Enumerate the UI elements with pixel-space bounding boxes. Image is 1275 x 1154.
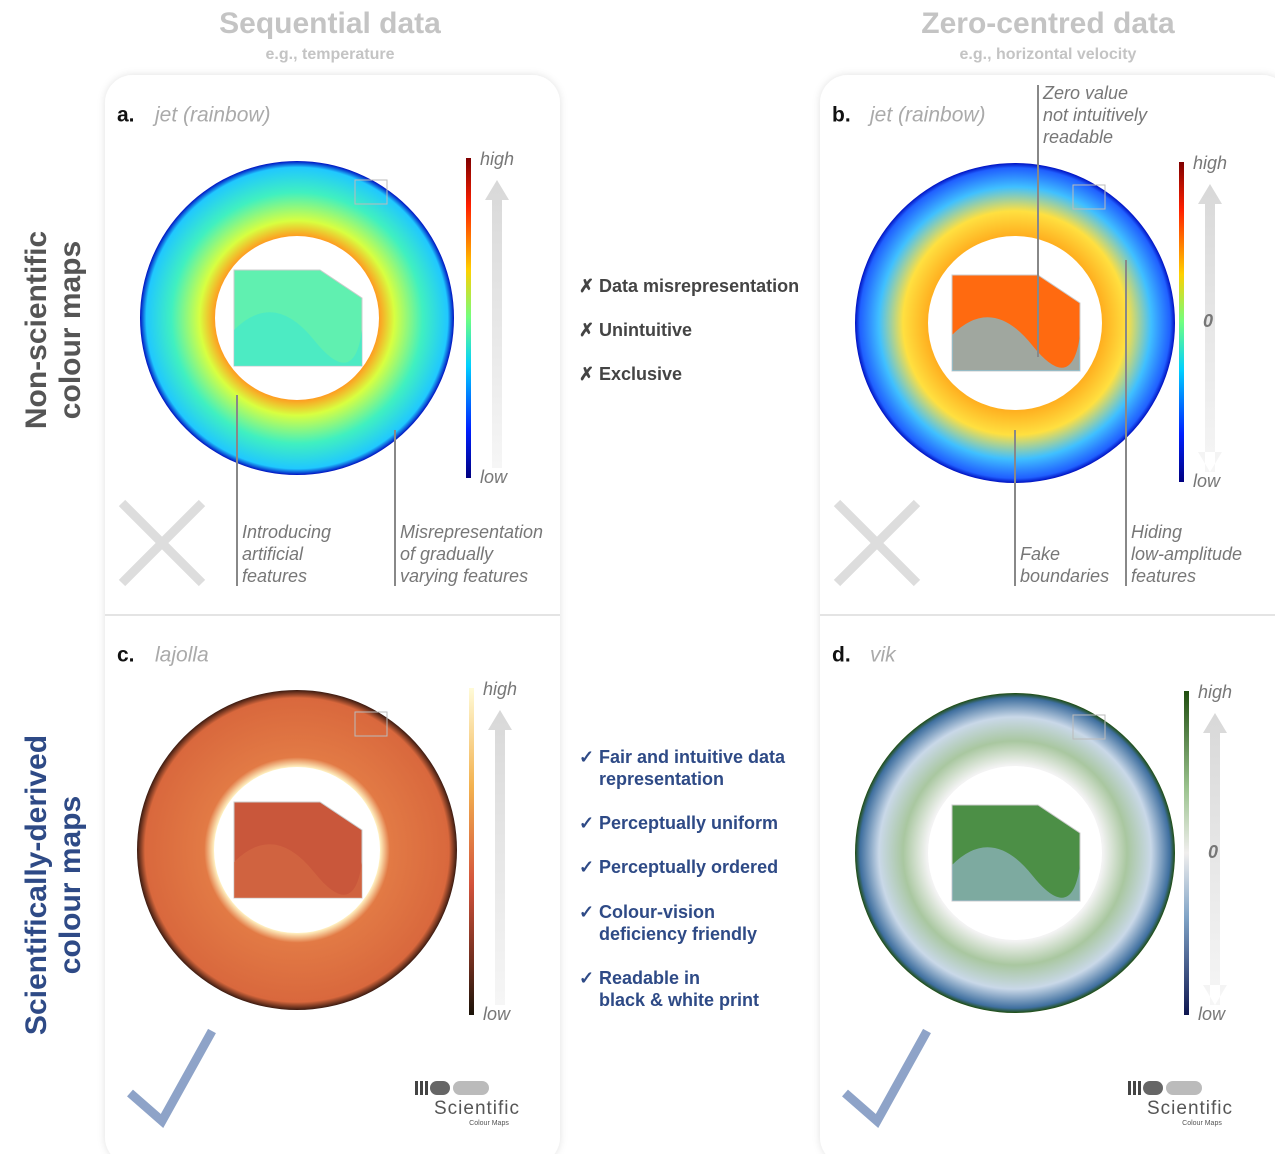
colour-bar-arrow [485,180,509,468]
logo-mark [415,1081,418,1095]
colour-bar-zero: 0 [1203,311,1213,331]
logo-mark [453,1081,489,1095]
colour-bar-high: high [1193,153,1227,173]
logo-title: Scientific [434,1098,520,1119]
colour-bar-arrow [1203,713,1227,1005]
list-marker: ✓ [579,902,594,922]
column-title: Zero-centred data [921,7,1175,40]
annotation: Zero value [1042,83,1128,103]
colour-bar [469,688,474,1015]
list-marker: ✓ [579,857,594,877]
row-label: colour maps [54,796,87,974]
ring [855,693,1175,1013]
colour-map-name: lajolla [155,644,209,667]
inset-detail [234,312,362,366]
row-label: Scientifically-derived [20,735,53,1035]
inset-detail [234,844,362,898]
colour-bar-high: high [1198,682,1232,702]
colour-map-name: jet (rainbow) [867,104,986,127]
logo-title: Scientific [1147,1098,1233,1119]
cross [118,499,206,587]
zoom-box [1072,714,1106,740]
logo-mark [1166,1081,1202,1095]
annotation: readable [1043,127,1113,147]
check [842,1028,931,1129]
logo-mark [1128,1081,1131,1095]
annotation: boundaries [1020,566,1109,586]
list-item: deficiency friendly [599,924,757,944]
column-subtitle: e.g., horizontal velocity [960,46,1137,63]
ring [137,690,457,1010]
ring [855,163,1175,483]
list-item: Colour-vision [599,902,715,922]
colour-map-name: jet (rainbow) [152,104,271,127]
colour-bar-low: low [483,1004,511,1024]
list-item: representation [599,769,724,789]
list-item: Fair and intuitive data [599,747,786,767]
annotation: features [242,566,307,586]
list-item: Exclusive [599,364,682,384]
zoom-box [354,711,388,737]
colour-bar-low: low [1193,471,1221,491]
colour-bar [466,158,471,478]
annotation: not intuitively [1043,105,1148,125]
zoom-box [1072,184,1106,210]
annotation: Fake [1020,544,1060,564]
zoom-box [354,179,388,205]
colour-bar-arrow [488,710,512,1005]
list-marker: ✓ [579,968,594,988]
list-item: Readable in [599,968,700,988]
annotation: of gradually [400,544,494,564]
logo-mark [1138,1081,1141,1095]
list-item: Data misrepresentation [599,276,799,296]
cross [833,499,921,587]
colour-bar [1184,691,1189,1015]
list-marker: ✗ [579,364,594,384]
logo-mark [420,1081,423,1095]
list-item: Unintuitive [599,320,692,340]
list-marker: ✗ [579,320,594,340]
logo-mark [1133,1081,1136,1095]
panel-letter: c. [117,644,135,667]
logo-subtitle: Colour Maps [1182,1120,1222,1127]
logo-mark [425,1081,428,1095]
logo-mark [1143,1081,1163,1095]
inset-detail [952,317,1080,371]
annotation: features [1131,566,1196,586]
panel-letter: d. [832,644,851,667]
colour-bar-low: low [1198,1004,1226,1024]
list-item: Perceptually ordered [599,857,778,877]
logo-mark [430,1081,450,1095]
colour-bar-low: low [480,467,508,487]
panel-letter: a. [117,104,135,127]
list-item: black & white print [599,990,759,1010]
annotation: low-amplitude [1131,544,1242,564]
column-title: Sequential data [219,7,441,40]
list-marker: ✗ [579,276,594,296]
colour-map-name: vik [870,644,897,667]
annotation: Hiding [1131,522,1182,542]
list-marker: ✓ [579,747,594,767]
list-item: Perceptually uniform [599,813,778,833]
colour-bar-zero: 0 [1208,842,1218,862]
list-marker: ✓ [579,813,594,833]
colour-bar [1179,162,1184,482]
colour-bar-high: high [480,149,514,169]
row-label: colour maps [54,241,87,419]
annotation: Introducing [242,522,331,542]
logo-subtitle: Colour Maps [469,1120,509,1127]
annotation: varying features [400,566,528,586]
ring [140,161,454,475]
inset-detail [952,847,1080,901]
check [127,1028,216,1129]
panel-letter: b. [832,104,851,127]
annotation: artificial [242,544,304,564]
column-subtitle: e.g., temperature [266,46,395,63]
colour-bar-arrow [1198,184,1222,472]
colour-bar-high: high [483,679,517,699]
row-label: Non-scientific [20,231,53,429]
annotation: Misrepresentation [400,522,543,542]
